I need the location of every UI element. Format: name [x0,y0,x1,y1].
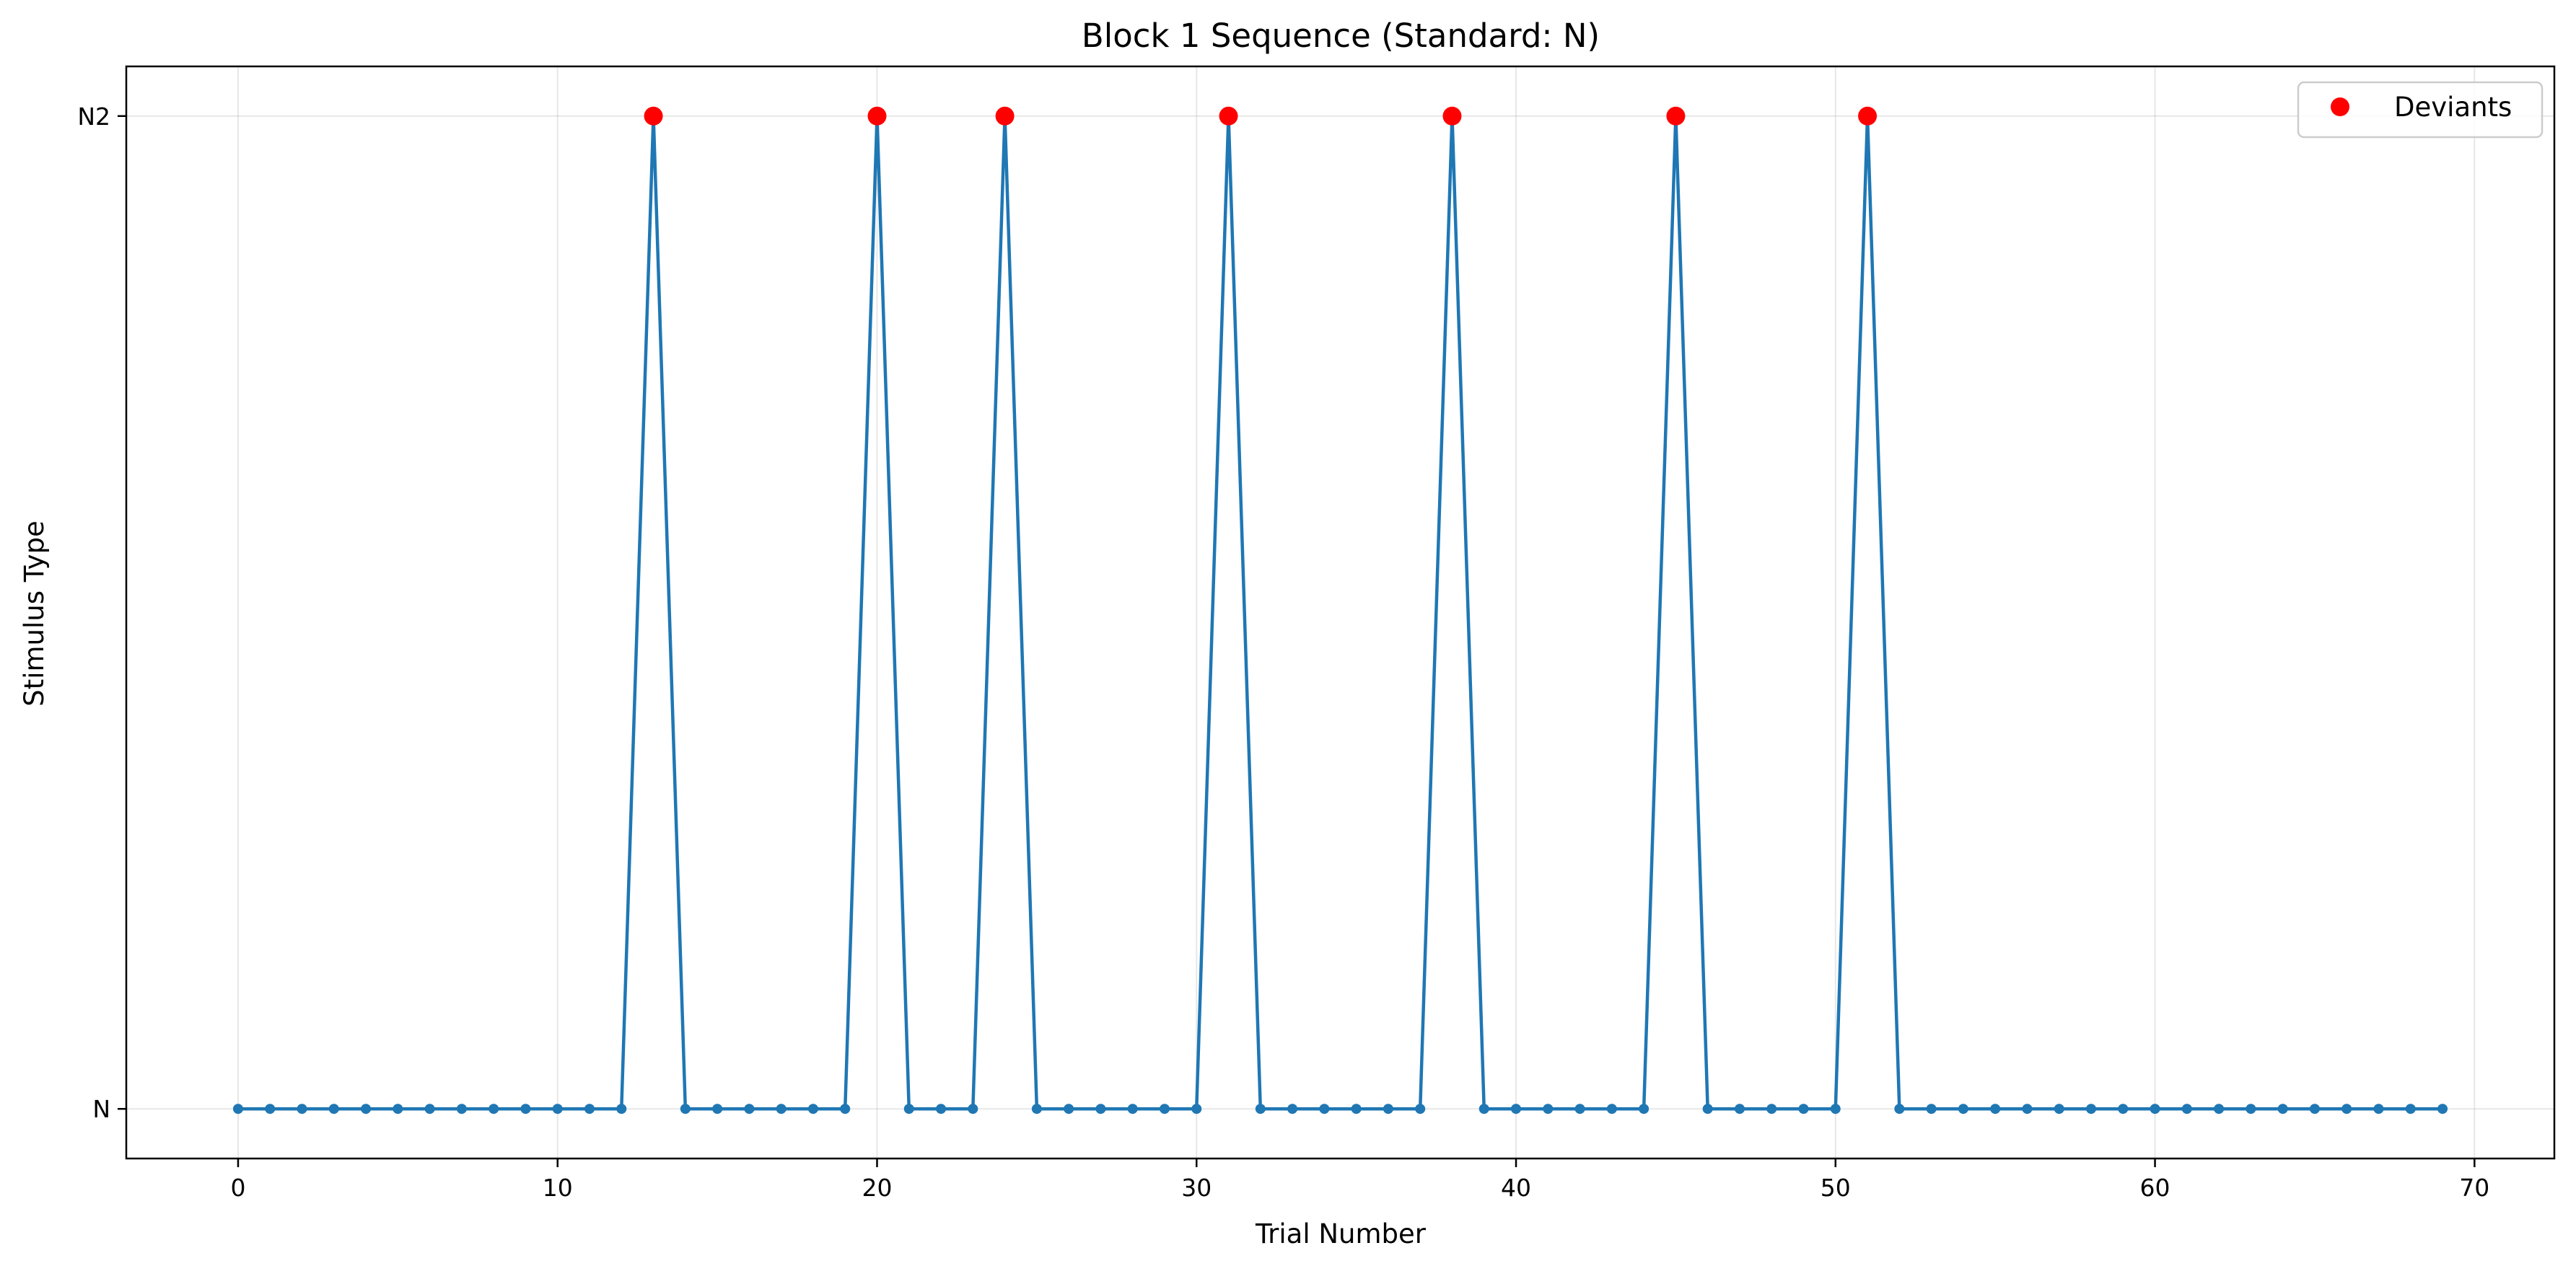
sequence-point [2405,1104,2416,1114]
x-tick-label: 70 [2459,1174,2489,1202]
sequence-point [2373,1104,2384,1114]
deviant-point [1666,106,1686,126]
x-axis-label: Trial Number [1255,1218,1427,1249]
sequence-point [265,1104,276,1114]
sequence-point [1543,1104,1554,1114]
sequence-point [2309,1104,2320,1114]
sequence-point [584,1104,595,1114]
sequence-point [552,1104,563,1114]
sequence-point [1191,1104,1202,1114]
sequence-point [393,1104,403,1114]
sequence-point [1287,1104,1298,1114]
plot-frame [125,65,2556,1160]
sequence-point [1766,1104,1777,1114]
legend-frame [2297,81,2544,139]
sequence-point [328,1104,339,1114]
x-tick-label: 30 [1181,1174,1212,1202]
sequence-point [776,1104,787,1114]
deviant-point [1442,106,1462,126]
x-tick-label: 10 [543,1174,573,1202]
sequence-point [936,1104,947,1114]
sequence-point [840,1104,851,1114]
sequence-point [424,1104,435,1114]
sequence-point [744,1104,755,1114]
sequence-point [1958,1104,1968,1114]
sequence-point [680,1104,691,1114]
sequence-point [520,1104,531,1114]
sequence-point [1031,1104,1042,1114]
x-tick-label: 20 [862,1174,892,1202]
sequence-point [616,1104,627,1114]
sequence-point [2341,1104,2352,1114]
sequence-point [1415,1104,1426,1114]
sequence-point [2118,1104,2129,1114]
x-tick-label: 60 [2140,1174,2170,1202]
deviant-point [644,106,663,126]
y-tick-label: N2 [77,102,110,131]
plot-area [126,66,2554,1159]
deviant-point [1219,106,1238,126]
y-axis-label: Stimulus Type [19,520,50,707]
deviant-point [1858,106,1878,126]
sequence-point [1383,1104,1393,1114]
legend-marker-deviants [2331,97,2349,116]
sequence-point [1639,1104,1650,1114]
sequence-point [1894,1104,1905,1114]
series-layer [232,106,2448,1114]
sequence-point [2246,1104,2256,1114]
legend-label-deviants: Deviants [2394,92,2512,123]
deviant-point [867,106,887,126]
sequence-point [712,1104,723,1114]
ticks: 0 10 20 30 40 50 60 70 N N2 [77,102,2489,1202]
sequence-point [2437,1104,2448,1114]
sequence-point [1319,1104,1330,1114]
sequence-point [2277,1104,2288,1114]
sequence-line [237,114,2443,1111]
legend: Deviants [2297,81,2544,139]
chart-title: Block 1 Sequence (Standard: N) [1082,17,1600,55]
sequence-point [1095,1104,1106,1114]
sequence-point [2214,1104,2225,1114]
deviant-point [995,106,1015,126]
sequence-point [1990,1104,2001,1114]
sequence-point [1798,1104,1809,1114]
sequence-point [1734,1104,1745,1114]
sequence-point [456,1104,467,1114]
sequence-point [968,1104,978,1114]
sequence-point [1064,1104,1074,1114]
sequence-point [1255,1104,1266,1114]
sequence-point [807,1104,818,1114]
sequence-point [1830,1104,1841,1114]
x-tick-label: 40 [1501,1174,1531,1202]
sequence-point [2181,1104,2192,1114]
sequence-point [1606,1104,1617,1114]
sequence-point [1511,1104,1522,1114]
sequence-point [361,1104,372,1114]
y-tick-label: N [92,1095,110,1123]
sequence-point [1351,1104,1362,1114]
sequence-point [1926,1104,1937,1114]
sequence-point [1127,1104,1138,1114]
sequence-point [2150,1104,2160,1114]
sequence-point [1702,1104,1713,1114]
sequence-point [2054,1104,2064,1114]
sequence-point [1159,1104,1170,1114]
sequence-point [1574,1104,1585,1114]
x-tick-label: 50 [1821,1174,1851,1202]
x-tick-label: 0 [230,1174,245,1202]
sequence-point [232,1104,243,1114]
sequence-point [489,1104,499,1114]
sequence-point [2085,1104,2096,1114]
sequence-point [1478,1104,1489,1114]
sequence-point [2022,1104,2033,1114]
sequence-point [297,1104,307,1114]
sequence-point [903,1104,914,1114]
